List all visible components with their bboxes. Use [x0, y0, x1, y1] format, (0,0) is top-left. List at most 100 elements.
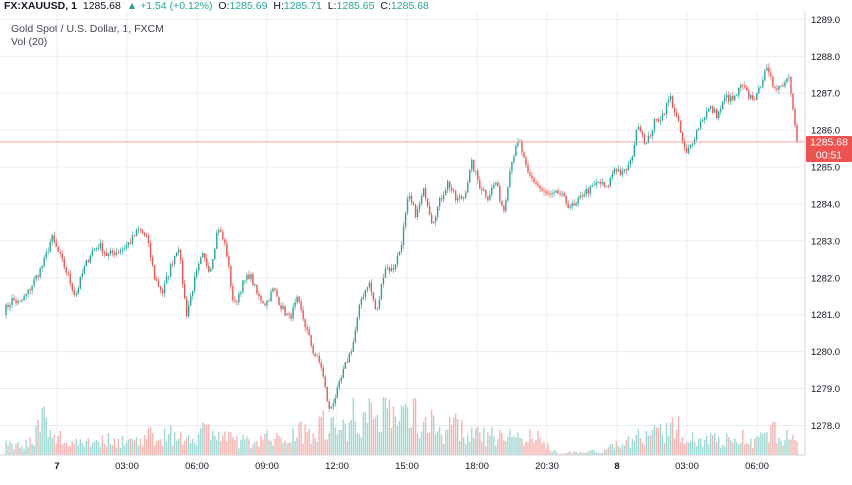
instrument-legend[interactable]: Gold Spot / U.S. Dollar, 1, FXCM [11, 23, 164, 35]
volume-bar [105, 446, 108, 455]
volume-bar [583, 452, 585, 455]
candle-body [51, 235, 53, 242]
candle-body [392, 268, 395, 270]
volume-bar [615, 441, 618, 455]
volume-bar [625, 439, 628, 455]
volume-bar [697, 438, 700, 455]
candle-body [786, 77, 788, 82]
candle-body [561, 193, 563, 195]
candle-body [306, 327, 308, 330]
volume-bar [788, 439, 790, 455]
candle-body [206, 258, 208, 266]
candle-body [547, 192, 549, 195]
candle-body [715, 109, 718, 119]
candle-body [629, 160, 632, 165]
candle-body [55, 241, 57, 247]
volume-bar [487, 432, 489, 455]
volume-bar [185, 437, 188, 455]
volume-bar [320, 417, 322, 455]
candle-body [11, 298, 13, 305]
candle-body [545, 191, 547, 193]
volume-bar [159, 439, 162, 455]
volume-bar [687, 442, 690, 455]
volume-bar [444, 430, 447, 455]
candle-body [782, 85, 784, 87]
candle-body [679, 121, 682, 133]
candle-body [497, 182, 499, 187]
candle-body [262, 301, 264, 304]
volume-bar [125, 442, 128, 455]
volume-bar [77, 445, 79, 455]
symbol-name[interactable]: FX:XAUUSD, 1 [4, 0, 77, 12]
volume-bar [302, 443, 304, 455]
candle-body [159, 286, 162, 291]
volume-bar [121, 435, 124, 455]
candle-body [523, 152, 525, 158]
candle-body [362, 296, 365, 299]
price-axis: 1278.0 1279.0 1280.0 1281.0 1282.0 1283.0 1284… [811, 15, 840, 432]
y-tick-label: 1286.0 [811, 126, 840, 137]
volume-bar [426, 432, 429, 455]
volume-bar [440, 434, 443, 455]
candle-body [551, 193, 553, 195]
volume-bar [298, 422, 300, 455]
candle-body [657, 119, 660, 122]
candle-body [599, 181, 601, 184]
candle-body [549, 194, 551, 195]
volume-bar [400, 405, 403, 455]
volume-bar [495, 445, 497, 455]
volume-bar [637, 429, 640, 455]
volume-bar [278, 435, 280, 455]
candle-body [308, 329, 310, 336]
volume-bar [210, 440, 212, 455]
candle-body [760, 87, 762, 89]
volume-bar [334, 427, 336, 455]
volume-bar [328, 432, 330, 455]
candle-body [220, 230, 222, 232]
volume-bar [175, 440, 178, 455]
candle-body [282, 306, 284, 310]
candle-body [651, 130, 654, 137]
candle-body [125, 244, 128, 249]
volume-bar [296, 437, 298, 455]
volume-bar [324, 439, 326, 455]
candle-body [776, 88, 778, 90]
volume-bar [665, 423, 668, 455]
volume-bar [272, 445, 274, 455]
candle-body [340, 377, 342, 382]
volume-bar [216, 439, 218, 455]
candle-body [619, 169, 622, 175]
candle-body [438, 198, 441, 207]
candle-body [272, 288, 274, 292]
volume-bar [384, 397, 387, 455]
volume-bar [565, 452, 567, 455]
candle-body [643, 134, 646, 144]
candle-body [264, 303, 266, 306]
candle-body [400, 245, 403, 252]
volume-bar [418, 438, 421, 455]
volume-legend[interactable]: Vol (20) [11, 36, 48, 48]
volume-bar [653, 425, 656, 455]
candle-body [569, 206, 571, 208]
candle-body [420, 196, 423, 204]
candle-body [477, 170, 479, 180]
volume-bar [766, 432, 768, 455]
x-tick-label: 12:00 [325, 461, 349, 472]
volume-bar [511, 437, 513, 455]
volume-bar [21, 446, 23, 455]
volume-bar [260, 435, 262, 455]
volume-bar [17, 441, 19, 455]
candle-body [260, 295, 262, 302]
candle-body [316, 355, 318, 357]
volume-bar [358, 434, 361, 455]
volume-bar [424, 416, 427, 455]
volume-bar [571, 453, 573, 455]
candle-body [469, 169, 471, 183]
volume-bar [475, 428, 477, 455]
candle-body [579, 195, 581, 198]
volume-bar [268, 440, 270, 455]
y-tick-label: 1283.0 [811, 236, 840, 247]
candle-body [736, 95, 738, 97]
candle-body [726, 94, 728, 98]
